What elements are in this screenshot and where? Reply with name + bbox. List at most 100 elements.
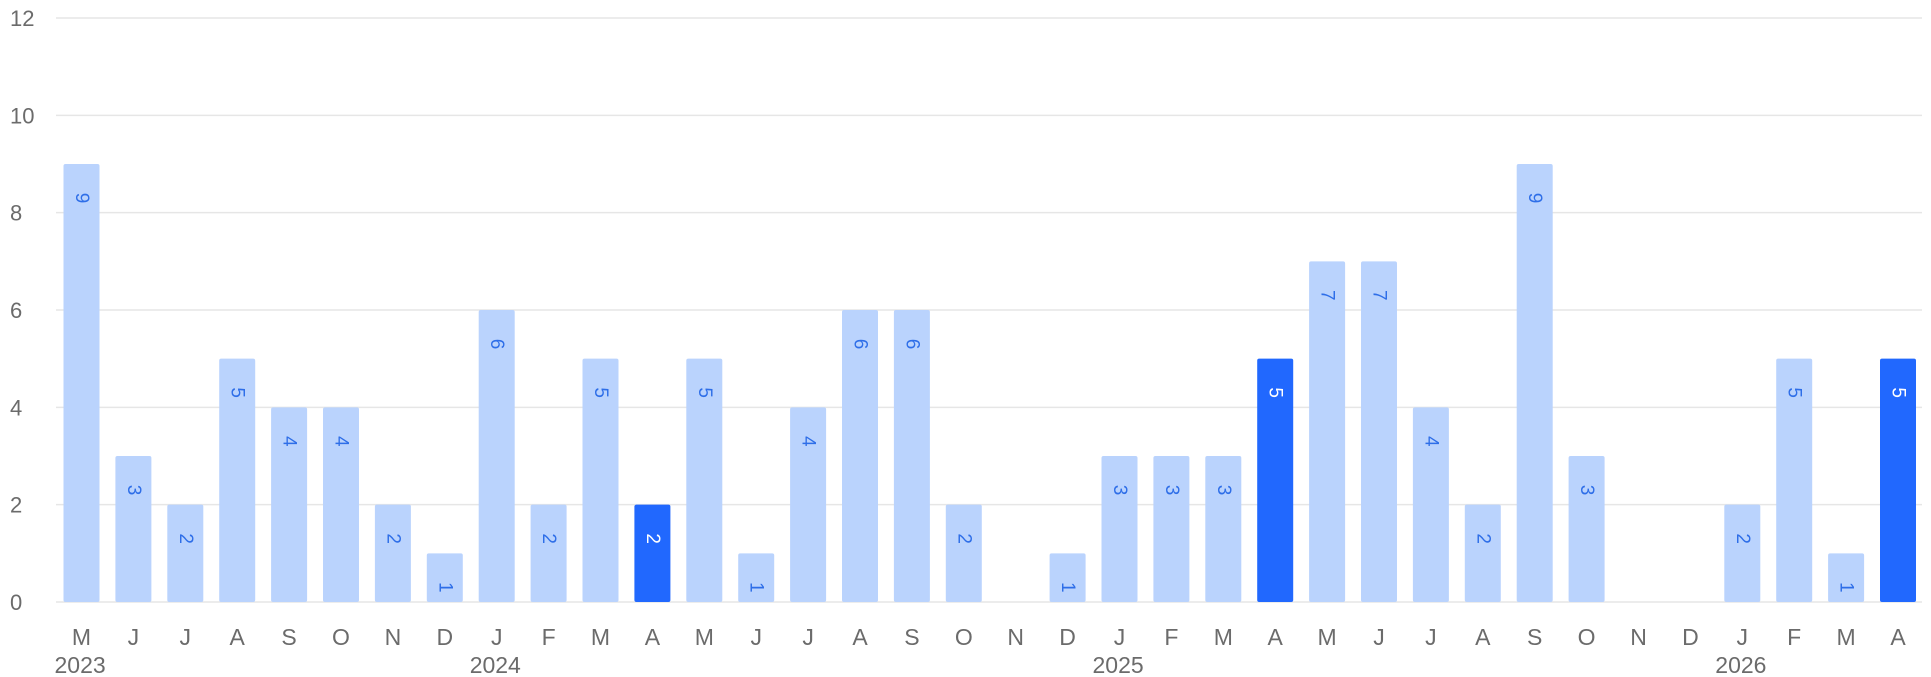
bar — [1205, 456, 1242, 602]
y-tick-label: 12 — [10, 6, 34, 31]
year-label: 2024 — [470, 652, 521, 677]
x-tick-label: M — [1214, 624, 1233, 650]
bar — [945, 504, 982, 602]
y-tick-label: 0 — [10, 590, 22, 615]
x-tick-label: J — [180, 624, 192, 650]
y-tick-label: 4 — [10, 395, 22, 420]
x-tick-label: S — [1527, 624, 1542, 650]
bar-value-label: 2 — [1732, 533, 1753, 544]
bar — [582, 358, 619, 602]
bar — [893, 310, 930, 602]
bar — [167, 504, 204, 602]
bar — [1568, 456, 1605, 602]
x-tick-label: J — [1737, 624, 1749, 650]
bar — [1464, 504, 1501, 602]
bar — [426, 553, 463, 602]
bar-value-label: 5 — [694, 387, 715, 398]
year-label: 2025 — [1093, 652, 1144, 677]
bar-highlighted — [1257, 358, 1294, 602]
bar-value-label: 3 — [123, 485, 144, 496]
bar — [1516, 164, 1553, 602]
bar-value-label: 3 — [1161, 485, 1182, 496]
bar-value-label: 9 — [71, 193, 92, 204]
bar-value-label: 1 — [746, 582, 767, 593]
x-tick-label: M — [72, 624, 91, 650]
x-tick-label: A — [1475, 624, 1491, 650]
x-tick-label: J — [1373, 624, 1385, 650]
bar-value-label: 1 — [1057, 582, 1078, 593]
x-tick-label: N — [385, 624, 402, 650]
x-tick-label: M — [591, 624, 610, 650]
x-axis: M J J A S O N D J F M A M J J A S O N D J F M A M J J A S O N D J F M A 2023… — [55, 624, 1907, 677]
bar-value-label: 4 — [798, 436, 819, 447]
bar-value-label: 4 — [279, 436, 300, 447]
bar — [1101, 456, 1138, 602]
bar — [63, 164, 100, 602]
x-tick-label: O — [1578, 624, 1596, 650]
bar-value-label: 5 — [227, 387, 248, 398]
bar-value-label: 7 — [1317, 290, 1338, 301]
bar — [115, 456, 152, 602]
bar-highlighted — [634, 504, 671, 602]
x-tick-label: S — [281, 624, 296, 650]
bar-value-label: 5 — [1888, 387, 1909, 398]
x-tick-label: J — [750, 624, 762, 650]
bar-value-label: 4 — [1420, 436, 1441, 447]
x-tick-label: A — [230, 624, 246, 650]
y-tick-label: 2 — [10, 493, 22, 518]
bar-value-label: 9 — [1524, 193, 1545, 204]
bar-value-label: 3 — [1109, 485, 1130, 496]
bar-value-label: 5 — [1784, 387, 1805, 398]
bar-value-label: 1 — [1836, 582, 1857, 593]
x-tick-label: M — [695, 624, 714, 650]
x-tick-label: O — [332, 624, 350, 650]
bar — [1724, 504, 1761, 602]
x-tick-label: J — [1114, 624, 1126, 650]
year-label: 2026 — [1715, 652, 1766, 677]
x-tick-label: O — [955, 624, 973, 650]
bar — [790, 407, 827, 602]
x-tick-label: J — [802, 624, 814, 650]
bar-value-label: 1 — [434, 582, 455, 593]
x-tick-label: N — [1007, 624, 1024, 650]
bar-value-label: 7 — [1369, 290, 1390, 301]
bar-highlighted — [1880, 358, 1916, 602]
bar-value-label: 3 — [1213, 485, 1234, 496]
x-tick-label: F — [1787, 624, 1801, 650]
bar — [478, 310, 515, 602]
bar — [219, 358, 256, 602]
bar-value-label: 5 — [590, 387, 611, 398]
y-tick-label: 8 — [10, 201, 22, 226]
x-tick-label: M — [1318, 624, 1337, 650]
bar — [686, 358, 723, 602]
bar — [1309, 261, 1346, 602]
bar — [1412, 407, 1449, 602]
bar — [1361, 261, 1397, 602]
bar — [1153, 456, 1190, 602]
bar — [1776, 358, 1813, 602]
x-tick-label: A — [1268, 624, 1284, 650]
bar — [1049, 553, 1086, 602]
bar-value-label: 2 — [953, 533, 974, 544]
x-tick-label: F — [1164, 624, 1178, 650]
x-tick-label: A — [852, 624, 868, 650]
bar-value-label: 2 — [175, 533, 196, 544]
x-tick-label: D — [436, 624, 453, 650]
y-tick-label: 10 — [10, 103, 34, 128]
x-tick-label: S — [904, 624, 919, 650]
bar — [738, 553, 775, 602]
bar — [374, 504, 411, 602]
bar — [323, 407, 359, 602]
bar — [271, 407, 308, 602]
x-tick-label: A — [645, 624, 661, 650]
bar-value-label: 2 — [1472, 533, 1493, 544]
x-tick-label: M — [1837, 624, 1856, 650]
bar-value-label: 2 — [642, 533, 663, 544]
bar-value-label: 4 — [331, 436, 352, 447]
bars: 9 3 2 5 4 4 2 1 6 2 5 2 5 1 4 6 6 2 1 3 3 3 5 7 7 4 2 9 3 2 5 1 5 — [63, 164, 1916, 602]
y-tick-label: 6 — [10, 298, 22, 323]
bar-value-label: 2 — [538, 533, 559, 544]
bar — [530, 504, 567, 602]
